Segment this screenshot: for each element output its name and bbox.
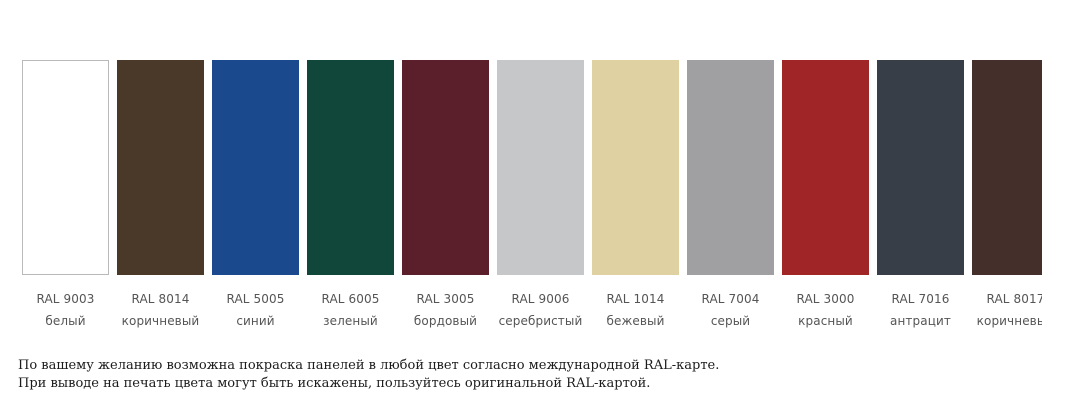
color-name: серебристый — [498, 314, 583, 328]
color-chip — [687, 60, 774, 275]
ral-code: RAL 7016 — [891, 292, 950, 306]
color-chip — [22, 60, 109, 275]
ral-palette: RAL 9003 белый RAL 8014 коричневый RAL 5… — [22, 60, 1042, 328]
ral-code: RAL 1014 — [606, 292, 665, 306]
color-name: красный — [798, 314, 853, 328]
ral-code: RAL 3005 — [416, 292, 475, 306]
swatch-ral-3000: RAL 3000 красный — [782, 60, 877, 328]
swatch-ral-9003: RAL 9003 белый — [22, 60, 117, 328]
color-chip — [592, 60, 679, 275]
color-name: серый — [710, 314, 751, 328]
color-chip — [877, 60, 964, 275]
color-name: белый — [45, 314, 86, 328]
color-chip — [117, 60, 204, 275]
color-chip — [972, 60, 1042, 275]
color-name: синий — [236, 314, 275, 328]
color-chip — [497, 60, 584, 275]
color-name: коричневый — [121, 314, 200, 328]
ral-code: RAL 9003 — [36, 292, 95, 306]
swatch-ral-1014: RAL 1014 бежевый — [592, 60, 687, 328]
color-chip — [782, 60, 869, 275]
color-name: коричневый — [976, 314, 1042, 328]
ral-note-print-warning: При выводе на печать цвета могут быть ис… — [18, 376, 651, 391]
ral-code: RAL 7004 — [701, 292, 760, 306]
ral-code: RAL 9006 — [511, 292, 570, 306]
ral-code: RAL 8014 — [131, 292, 190, 306]
color-name: зеленый — [323, 314, 378, 328]
swatch-ral-8014: RAL 8014 коричневый — [117, 60, 212, 328]
color-name: бордовый — [413, 314, 478, 328]
swatch-ral-3005: RAL 3005 бордовый — [402, 60, 497, 328]
swatch-ral-7016: RAL 7016 антрацит — [877, 60, 972, 328]
swatch-ral-9006: RAL 9006 серебристый — [497, 60, 592, 328]
swatch-ral-7004: RAL 7004 серый — [687, 60, 782, 328]
ral-code: RAL 5005 — [226, 292, 285, 306]
ral-code: RAL 3000 — [796, 292, 855, 306]
swatch-ral-6005: RAL 6005 зеленый — [307, 60, 402, 328]
ral-note-custom-color: По вашему желанию возможна покраска пане… — [18, 358, 720, 373]
color-chip — [212, 60, 299, 275]
ral-code: RAL 6005 — [321, 292, 380, 306]
color-chip — [307, 60, 394, 275]
color-chip — [402, 60, 489, 275]
ral-code: RAL 8017 — [986, 292, 1042, 306]
color-name: антрацит — [890, 314, 951, 328]
swatch-ral-5005: RAL 5005 синий — [212, 60, 307, 328]
color-name: бежевый — [606, 314, 665, 328]
swatch-ral-8017: RAL 8017 коричневый — [972, 60, 1042, 328]
